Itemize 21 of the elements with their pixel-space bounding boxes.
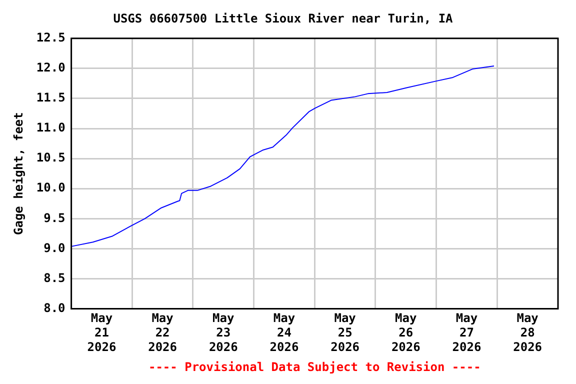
chart-title: USGS 06607500 Little Sioux River near Turin, IA <box>113 11 454 26</box>
x-tick-label: May 26 2026 <box>391 311 420 354</box>
x-tick-label: May 24 2026 <box>270 311 299 354</box>
y-tick-label: 8.5 <box>44 270 66 285</box>
text: ---- Provisional Data Subject to Revision ---- <box>148 360 481 374</box>
x-tick-label: May 28 2026 <box>513 311 542 354</box>
y-tick-label: 10.0 <box>36 180 66 195</box>
x-tick-label: May 25 2026 <box>330 311 360 354</box>
y-tick-label: 11.5 <box>36 90 66 105</box>
x-tick-label: May 27 2026 <box>452 311 482 354</box>
y-tick-label: 10.5 <box>36 150 66 165</box>
y-tick-label: 9.5 <box>44 210 66 225</box>
y-tick-label: 8.0 <box>44 300 66 315</box>
y-tick-label: 11.0 <box>36 120 66 135</box>
y-tick-label: 12.0 <box>36 60 66 75</box>
y-tick-label: 12.5 <box>36 30 66 45</box>
y-tick-label: 9.0 <box>44 240 66 255</box>
x-tick-label: May 21 2026 <box>87 311 116 354</box>
y-axis-title: Gage height, feet <box>11 112 26 236</box>
x-tick-label: May 22 2026 <box>148 311 178 354</box>
x-tick-label: May 23 2026 <box>208 311 238 354</box>
